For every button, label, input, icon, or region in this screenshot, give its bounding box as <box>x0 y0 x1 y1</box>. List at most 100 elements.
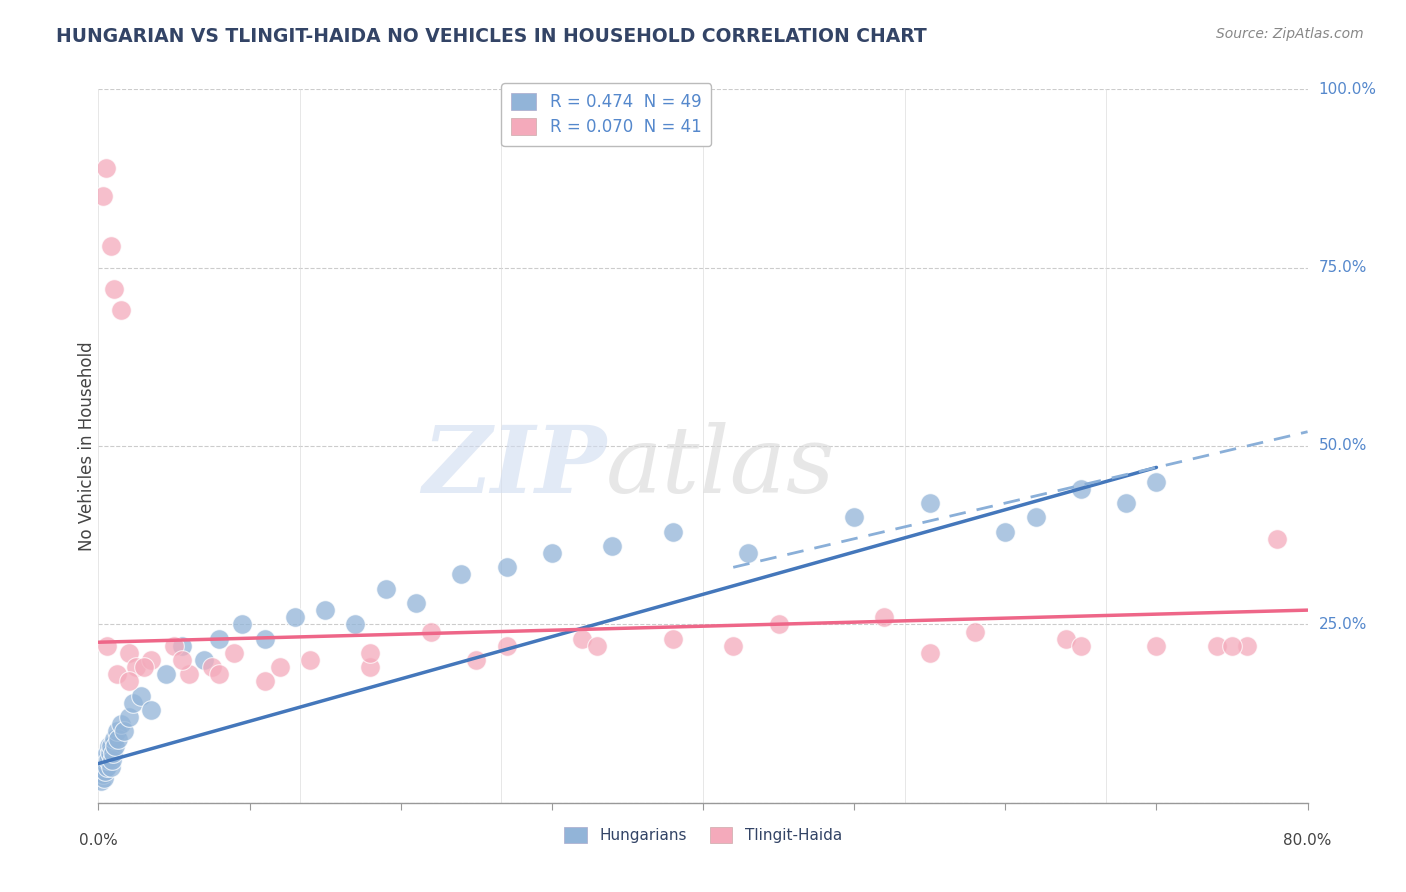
Tlingit-Haida <box>253 674 276 689</box>
Tlingit-Haida <box>208 667 231 681</box>
Hungarians <box>112 724 135 739</box>
Tlingit-Haida <box>495 639 517 653</box>
Hungarians <box>101 746 124 760</box>
Tlingit-Haida <box>94 161 117 175</box>
Hungarians <box>96 746 118 760</box>
Tlingit-Haida <box>103 282 125 296</box>
Hungarians <box>170 639 193 653</box>
Hungarians <box>450 567 472 582</box>
Hungarians <box>104 739 127 753</box>
Hungarians <box>540 546 562 560</box>
Hungarians <box>661 524 683 539</box>
Tlingit-Haida <box>873 610 896 624</box>
Text: 0.0%: 0.0% <box>79 833 118 848</box>
Tlingit-Haida <box>170 653 193 667</box>
Tlingit-Haida <box>299 653 322 667</box>
Hungarians <box>208 632 231 646</box>
Tlingit-Haida <box>224 646 246 660</box>
Hungarians <box>1146 475 1168 489</box>
Tlingit-Haida <box>1236 639 1258 653</box>
Hungarians <box>1024 510 1046 524</box>
Hungarians <box>93 760 115 774</box>
Hungarians <box>100 739 122 753</box>
Hungarians <box>129 689 152 703</box>
Text: 50.0%: 50.0% <box>1319 439 1367 453</box>
Legend: Hungarians, Tlingit-Haida: Hungarians, Tlingit-Haida <box>555 818 851 852</box>
Tlingit-Haida <box>96 639 118 653</box>
Tlingit-Haida <box>91 189 114 203</box>
Tlingit-Haida <box>269 660 291 674</box>
Tlingit-Haida <box>100 239 122 253</box>
Tlingit-Haida <box>586 639 609 653</box>
Text: HUNGARIAN VS TLINGIT-HAIDA NO VEHICLES IN HOUSEHOLD CORRELATION CHART: HUNGARIAN VS TLINGIT-HAIDA NO VEHICLES I… <box>56 27 927 45</box>
Tlingit-Haida <box>141 653 163 667</box>
Hungarians <box>155 667 177 681</box>
Hungarians <box>96 760 118 774</box>
Hungarians <box>98 746 121 760</box>
Hungarians <box>374 582 396 596</box>
Hungarians <box>918 496 941 510</box>
Tlingit-Haida <box>571 632 593 646</box>
Tlingit-Haida <box>1220 639 1243 653</box>
Tlingit-Haida <box>105 667 128 681</box>
Tlingit-Haida <box>918 646 941 660</box>
Tlingit-Haida <box>723 639 745 653</box>
Tlingit-Haida <box>163 639 186 653</box>
Hungarians <box>602 539 624 553</box>
Tlingit-Haida <box>465 653 488 667</box>
Tlingit-Haida <box>360 646 382 660</box>
Hungarians <box>103 731 125 746</box>
Hungarians <box>994 524 1017 539</box>
Tlingit-Haida <box>965 624 987 639</box>
Text: ZIP: ZIP <box>422 423 606 512</box>
Hungarians <box>253 632 276 646</box>
Tlingit-Haida <box>118 646 141 660</box>
Hungarians <box>118 710 141 724</box>
Tlingit-Haida <box>179 667 201 681</box>
Tlingit-Haida <box>768 617 790 632</box>
Hungarians <box>1070 482 1092 496</box>
Text: 75.0%: 75.0% <box>1319 260 1367 275</box>
Tlingit-Haida <box>1146 639 1168 653</box>
Tlingit-Haida <box>118 674 141 689</box>
Hungarians <box>231 617 253 632</box>
Text: atlas: atlas <box>606 423 835 512</box>
Hungarians <box>91 767 114 781</box>
Tlingit-Haida <box>125 660 148 674</box>
Hungarians <box>737 546 759 560</box>
Tlingit-Haida <box>132 660 155 674</box>
Hungarians <box>193 653 215 667</box>
Hungarians <box>344 617 367 632</box>
Hungarians <box>495 560 517 574</box>
Tlingit-Haida <box>1206 639 1229 653</box>
Tlingit-Haida <box>110 303 132 318</box>
Hungarians <box>105 724 128 739</box>
Hungarians <box>101 753 124 767</box>
Tlingit-Haida <box>201 660 224 674</box>
Hungarians <box>405 596 427 610</box>
Hungarians <box>141 703 163 717</box>
Tlingit-Haida <box>1267 532 1289 546</box>
Hungarians <box>314 603 336 617</box>
Hungarians <box>284 610 307 624</box>
Text: 100.0%: 100.0% <box>1319 82 1376 96</box>
Hungarians <box>90 774 112 789</box>
Hungarians <box>844 510 866 524</box>
Hungarians <box>100 760 122 774</box>
Y-axis label: No Vehicles in Household: No Vehicles in Household <box>79 341 96 551</box>
Tlingit-Haida <box>360 660 382 674</box>
Hungarians <box>97 753 120 767</box>
Tlingit-Haida <box>1070 639 1092 653</box>
Hungarians <box>122 696 145 710</box>
Hungarians <box>110 717 132 731</box>
Hungarians <box>1115 496 1137 510</box>
Hungarians <box>94 764 117 778</box>
Hungarians <box>93 771 115 785</box>
Text: Source: ZipAtlas.com: Source: ZipAtlas.com <box>1216 27 1364 41</box>
Text: 25.0%: 25.0% <box>1319 617 1367 632</box>
Tlingit-Haida <box>1054 632 1077 646</box>
Tlingit-Haida <box>420 624 443 639</box>
Text: 80.0%: 80.0% <box>1284 833 1331 848</box>
Hungarians <box>98 739 121 753</box>
Tlingit-Haida <box>661 632 683 646</box>
